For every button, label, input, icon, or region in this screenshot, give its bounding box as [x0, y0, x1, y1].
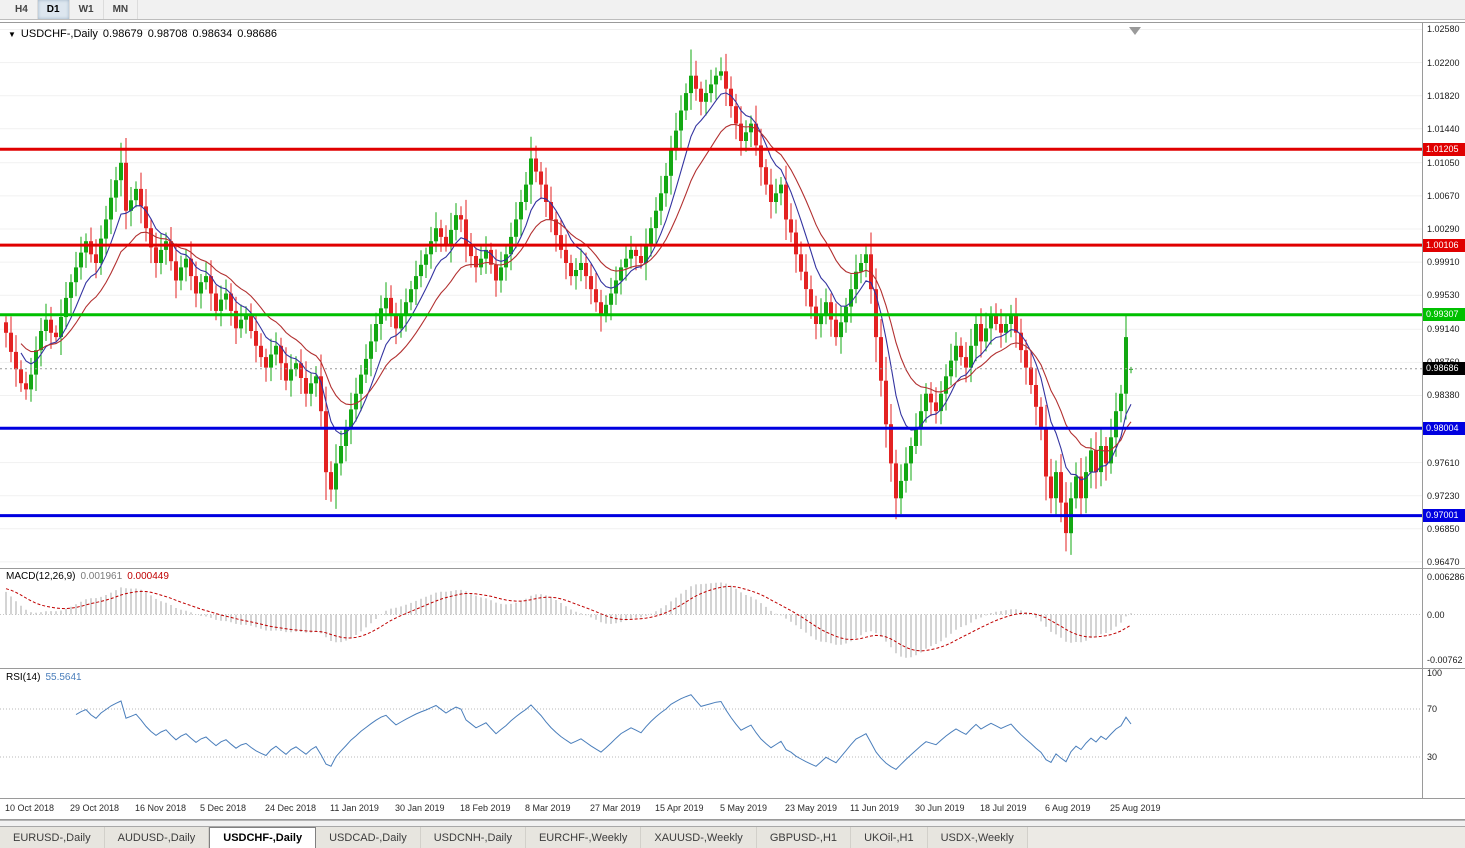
timeframe-toolbar: H4 D1 W1 MN [0, 0, 1465, 20]
chart-shift-marker-icon[interactable] [1129, 27, 1141, 35]
chart-title: ▼ USDCHF-,Daily 0.98679 0.98708 0.98634 0.986… [8, 28, 282, 40]
chart-canvas[interactable] [0, 22, 1465, 820]
chart-open-value: 0.98679 [102, 28, 143, 40]
chart-tab-usdcad-daily[interactable]: USDCAD-,Daily [316, 827, 421, 848]
chart-tab-usdx-weekly[interactable]: USDX-,Weekly [927, 827, 1028, 848]
chart-tab-xauusd-weekly[interactable]: XAUUSD-,Weekly [641, 827, 757, 848]
chart-window-tabs: EURUSD-,Daily AUDUSD-,Daily USDCHF-,Daily U… [0, 826, 1465, 848]
chart-low-value: 0.98634 [192, 28, 233, 40]
candlestick-series [4, 49, 1133, 555]
rsi-value: 55.5641 [45, 672, 82, 683]
macd-name: MACD(12,26,9) [6, 571, 76, 582]
macd-signal-line [5, 585, 1132, 652]
chart-tab-usdcnh-daily[interactable]: USDCNH-,Daily [420, 827, 526, 848]
rsi-name: RSI(14) [6, 672, 41, 683]
chart-tab-usdchf-daily[interactable]: USDCHF-,Daily [209, 827, 317, 848]
chart-tab-eurchf-weekly[interactable]: EURCHF-,Weekly [525, 827, 642, 848]
timeframe-button-mn[interactable]: MN [104, 0, 139, 19]
chart-symbol-label: USDCHF-,Daily [20, 28, 98, 40]
chart-area: 1.02580 1.02200 1.01820 1.01440 1.01050 1.006… [0, 22, 1465, 820]
timeframe-button-d1[interactable]: D1 [37, 0, 70, 19]
chart-tab-eurusd-daily[interactable]: EURUSD-,Daily [0, 827, 105, 848]
chart-high-value: 0.98708 [147, 28, 188, 40]
macd-main-value: 0.001961 [80, 571, 123, 582]
macd-signal-value: 0.000449 [127, 571, 169, 582]
status-strip [0, 820, 1465, 827]
macd-label: MACD(12,26,9) 0.001961 0.000449 [6, 571, 174, 582]
macd-histogram [5, 582, 1132, 658]
chart-tab-gbpusd-h1[interactable]: GBPUSD-,H1 [756, 827, 852, 848]
chart-tab-audusd-daily[interactable]: AUDUSD-,Daily [104, 827, 210, 848]
timeframe-button-h4[interactable]: H4 [6, 0, 38, 19]
chart-tab-ukoil-h1[interactable]: UKOil-,H1 [851, 827, 928, 848]
rsi-line [75, 694, 1132, 771]
chart-marker-icon: ▼ [8, 30, 16, 39]
timeframe-button-w1[interactable]: W1 [70, 0, 104, 19]
rsi-label: RSI(14) 55.5641 [6, 672, 87, 683]
ma-slow-line [20, 123, 1132, 453]
chart-close-value: 0.98686 [237, 28, 277, 40]
